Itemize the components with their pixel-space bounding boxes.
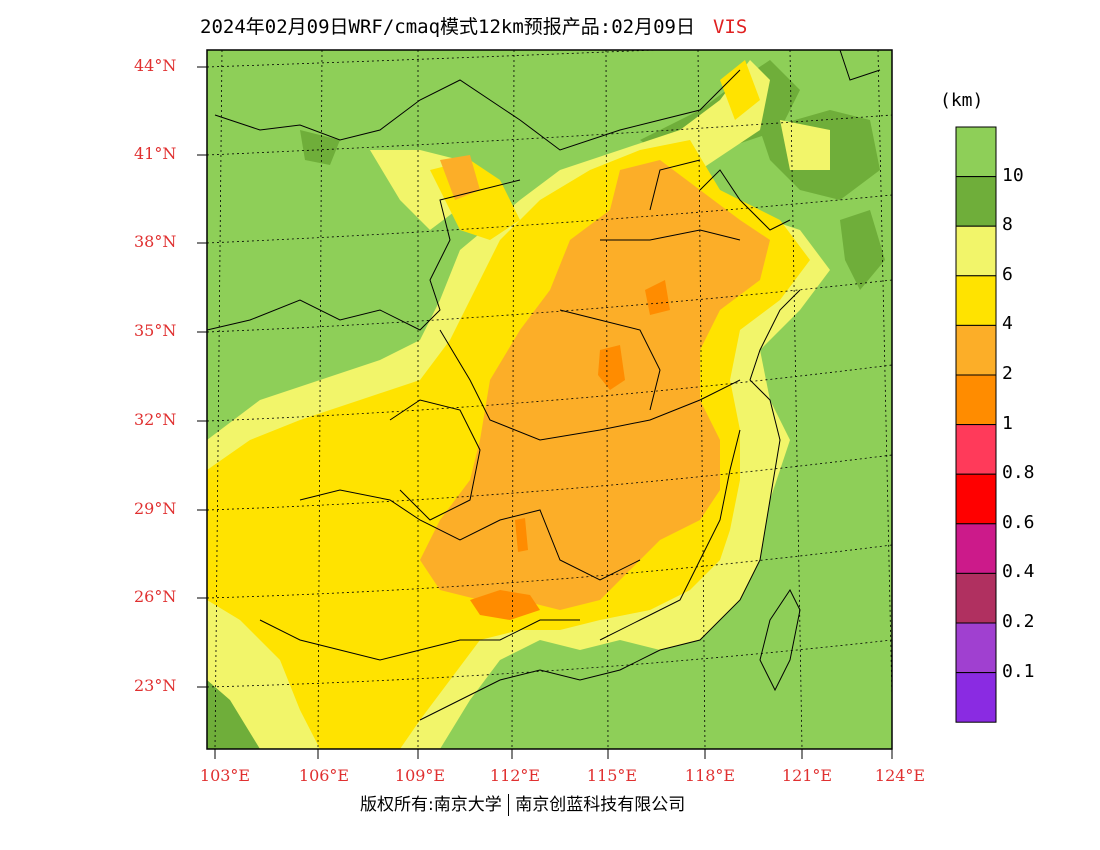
lon-label-118: 118°E <box>684 766 736 785</box>
colorbar-box-0 <box>955 126 997 178</box>
lon-label-121: 121°E <box>781 766 833 785</box>
colorbar-box-6 <box>955 424 997 475</box>
map-title: 2024年02月09日WRF/cmaq模式12km预报产品:02月09日 VIS <box>200 12 747 39</box>
lat-label-32: 32°N <box>134 410 177 429</box>
axis-ticks <box>197 66 893 759</box>
vis-1-areas <box>470 280 670 620</box>
lat-label-35: 35°N <box>134 321 177 340</box>
footer-right: 南京创蓝科技有限公司 <box>515 795 686 815</box>
colorbar-unit: (km) <box>940 90 984 111</box>
colorbar-label-7: 0.6 <box>1002 511 1035 533</box>
colorbar-box-5 <box>955 374 997 426</box>
footer-separator <box>507 794 510 816</box>
title-text: 2024年02月09日WRF/cmaq模式12km预报产品:02月09日 <box>200 16 695 38</box>
province-boundaries <box>207 50 881 721</box>
colorbar-label-2: 6 <box>1002 263 1013 285</box>
variable-label: VIS <box>712 16 748 38</box>
lat-label-26: 26°N <box>134 587 177 606</box>
footer-left: 版权所有:南京大学 <box>360 795 502 815</box>
colorbar-label-0: 10 <box>1002 164 1024 186</box>
colorbar-label-10: 0.1 <box>1002 660 1035 682</box>
copyright-footer: 版权所有:南京大学 南京创蓝科技有限公司 <box>360 790 685 816</box>
lat-label-23: 23°N <box>134 676 177 695</box>
colorbar-box-7 <box>955 473 997 525</box>
colorbar-label-6: 0.8 <box>1002 462 1035 484</box>
lon-label-112: 112°E <box>489 766 541 785</box>
lon-label-115: 115°E <box>586 766 638 785</box>
colorbar-label-9: 0.2 <box>1002 611 1035 632</box>
colorbar-box-1 <box>955 176 997 227</box>
lon-label-109: 109°E <box>394 766 446 785</box>
colorbar-label-8: 0.4 <box>1002 561 1035 583</box>
vis-2-areas <box>420 155 770 610</box>
lat-label-29: 29°N <box>134 499 177 518</box>
lon-label-124: 124°E <box>874 766 926 785</box>
lat-label-41: 41°N <box>134 144 177 163</box>
colorbar-label-1: 8 <box>1002 214 1013 236</box>
colorbar-box-4 <box>955 324 997 376</box>
colorbar-box-8 <box>955 523 997 574</box>
colorbar-box-3 <box>955 275 997 326</box>
colorbar-box-10 <box>955 622 997 674</box>
lat-label-44: 44°N <box>134 56 177 75</box>
lon-label-106: 106°E <box>298 766 350 785</box>
colorbar-box-2 <box>955 225 997 277</box>
colorbar <box>955 126 997 723</box>
map-frame <box>206 49 893 750</box>
lon-label-103: 103°E <box>199 766 251 785</box>
colorbar-label-5: 1 <box>1002 412 1013 434</box>
colorbar-box-9 <box>955 572 997 624</box>
colorbar-box-11 <box>955 672 997 723</box>
graticule <box>207 50 892 749</box>
colorbar-label-4: 2 <box>1002 363 1013 384</box>
lat-label-38: 38°N <box>134 232 177 251</box>
colorbar-label-3: 4 <box>1002 313 1013 335</box>
